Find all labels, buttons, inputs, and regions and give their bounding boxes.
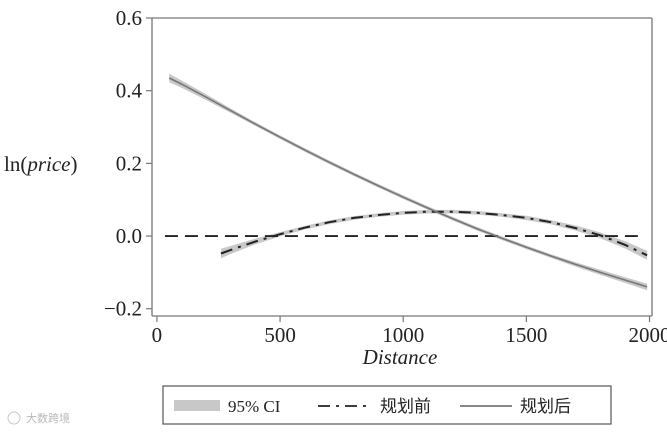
legend-ci-swatch: [174, 400, 220, 411]
watermark: 大数跨境: [7, 411, 70, 425]
y-tick-label: −0.2: [104, 297, 142, 321]
y-tick-label: 0.6: [116, 6, 142, 30]
ci-band-before: [221, 209, 648, 260]
x-axis-ticks: 0 500 1000 1500 2000: [152, 316, 667, 347]
ci-band-after: [169, 73, 648, 291]
legend-box: [162, 385, 612, 425]
plot-area: [151, 17, 653, 317]
x-tick-label: 2000: [629, 323, 667, 347]
y-axis-title: ln(price): [4, 152, 77, 176]
legend: 95% CI 规划前 规划后: [162, 385, 612, 425]
series-line-after: [168, 77, 648, 288]
x-tick-label: 1000: [382, 323, 424, 347]
legend-ci-label: 95% CI: [228, 397, 281, 416]
x-tick-label: 500: [264, 323, 296, 347]
y-tick-label: 0.0: [116, 224, 142, 248]
watermark-text: 大数跨境: [26, 411, 70, 425]
legend-after-label: 规划后: [520, 397, 571, 416]
y-axis-title-prefix: ln(: [4, 152, 27, 176]
y-tick-label: 0.4: [116, 79, 143, 103]
x-tick-label: 1500: [505, 323, 547, 347]
legend-before-label: 规划前: [380, 397, 431, 416]
y-axis-title-suffix: ): [70, 152, 77, 176]
y-axis-ticks: 0.6 0.4 0.2 0.0 −0.2: [104, 6, 152, 321]
x-axis-title: Distance: [362, 345, 438, 369]
series-lines: [168, 77, 648, 288]
x-tick-label: 0: [152, 323, 163, 347]
series-line-before: [220, 210, 648, 257]
ci-bands: [169, 73, 648, 291]
y-tick-label: 0.2: [116, 151, 142, 175]
watermark-logo-icon: [7, 411, 21, 425]
y-axis-title-var: price: [25, 152, 70, 176]
